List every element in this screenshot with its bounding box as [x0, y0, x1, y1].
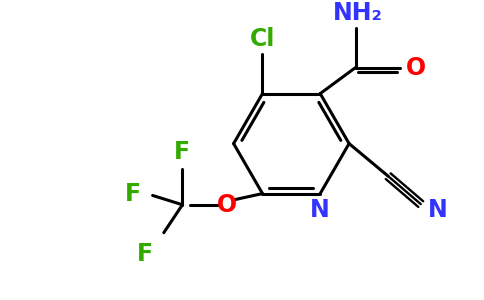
Text: F: F	[136, 242, 152, 266]
Text: N: N	[310, 198, 330, 222]
Text: O: O	[217, 193, 237, 217]
Text: F: F	[125, 182, 141, 206]
Text: F: F	[174, 140, 191, 164]
Text: N: N	[428, 198, 448, 222]
Text: O: O	[406, 56, 426, 80]
Text: NH₂: NH₂	[333, 1, 382, 25]
Text: Cl: Cl	[250, 27, 275, 51]
